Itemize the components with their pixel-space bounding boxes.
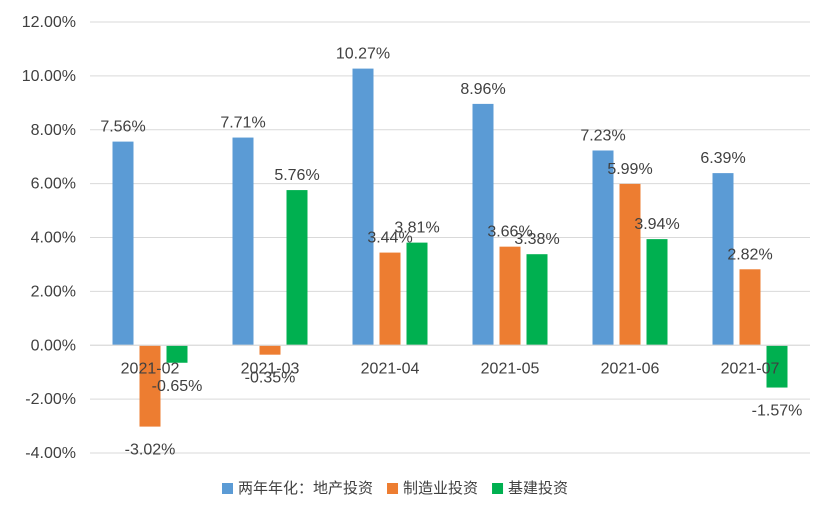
y-tick-label: 10.00% — [22, 68, 76, 85]
category-label: 2021-04 — [361, 360, 420, 377]
y-tick-label: 0.00% — [31, 337, 76, 354]
data-label: 2.82% — [727, 246, 772, 263]
data-label: -0.65% — [152, 378, 203, 395]
bar-3 — [646, 239, 668, 346]
data-label: -1.57% — [752, 403, 803, 420]
legend: 两年年化：地产投资 制造业投资 基建投资 — [222, 479, 568, 497]
bar-3 — [286, 190, 308, 346]
y-tick-label: 12.00% — [22, 14, 76, 31]
bar-1 — [712, 173, 734, 346]
bar-2 — [259, 345, 281, 355]
bar-2 — [139, 345, 161, 427]
gridlines — [90, 21, 810, 454]
legend-label: 基建投资 — [508, 479, 568, 497]
y-tick-label: -2.00% — [25, 391, 76, 408]
data-label: 3.66% — [487, 224, 532, 241]
y-axis: -4.00% -2.00% 0.00% 2.00% 4.00% 6.00% 8.00% 10.… — [22, 14, 76, 462]
bar-3 — [526, 254, 548, 346]
legend-label: 制造业投资 — [403, 479, 478, 497]
data-label: 6.39% — [700, 150, 745, 167]
category-label: 2021-07 — [721, 360, 780, 377]
data-label: 7.71% — [220, 115, 265, 132]
bar-2 — [379, 252, 401, 346]
legend-swatch — [222, 483, 233, 494]
bar-3 — [166, 345, 188, 363]
bar-1 — [232, 137, 254, 346]
bar-2 — [739, 269, 761, 346]
y-tick-label: -4.00% — [25, 445, 76, 462]
category-labels: 2021-02 2021-03 2021-04 2021-05 2021-06 2021-… — [121, 360, 780, 377]
category-label: 2021-05 — [481, 360, 540, 377]
data-label: 7.56% — [100, 119, 145, 136]
bar-1 — [352, 68, 374, 346]
bar-2 — [499, 246, 521, 346]
data-label: -0.35% — [245, 370, 296, 387]
y-tick-label: 6.00% — [31, 176, 76, 193]
legend-swatch — [492, 483, 504, 494]
y-tick-label: 2.00% — [31, 283, 76, 300]
bars — [112, 68, 788, 427]
data-label: 5.99% — [607, 161, 652, 178]
category-label: 2021-02 — [121, 360, 180, 377]
data-label: 5.76% — [274, 167, 319, 184]
data-label: 3.44% — [367, 230, 412, 247]
legend-label: 两年年化：地产投资 — [238, 479, 373, 497]
bar-2 — [619, 183, 641, 346]
bar-1 — [112, 141, 134, 346]
legend-swatch — [387, 483, 399, 494]
category-label: 2021-03 — [241, 360, 300, 377]
data-label: -3.02% — [125, 442, 176, 459]
data-label: 3.81% — [394, 220, 439, 237]
bar-1 — [472, 103, 494, 346]
data-label: 3.38% — [514, 231, 559, 248]
category-label: 2021-06 — [601, 360, 660, 377]
bar-3 — [406, 242, 428, 346]
data-label: 3.94% — [634, 216, 679, 233]
data-label: 7.23% — [580, 127, 625, 144]
data-labels: 7.56% -3.02% -0.65% 7.71% -0.35% 5.76% 10.27% 3… — [100, 46, 802, 459]
y-tick-label: 8.00% — [31, 122, 76, 139]
data-label: 10.27% — [336, 46, 390, 63]
y-tick-label: 4.00% — [31, 230, 76, 247]
bar-1 — [592, 150, 614, 346]
bar-3 — [766, 345, 788, 388]
data-label: 8.96% — [460, 81, 505, 98]
